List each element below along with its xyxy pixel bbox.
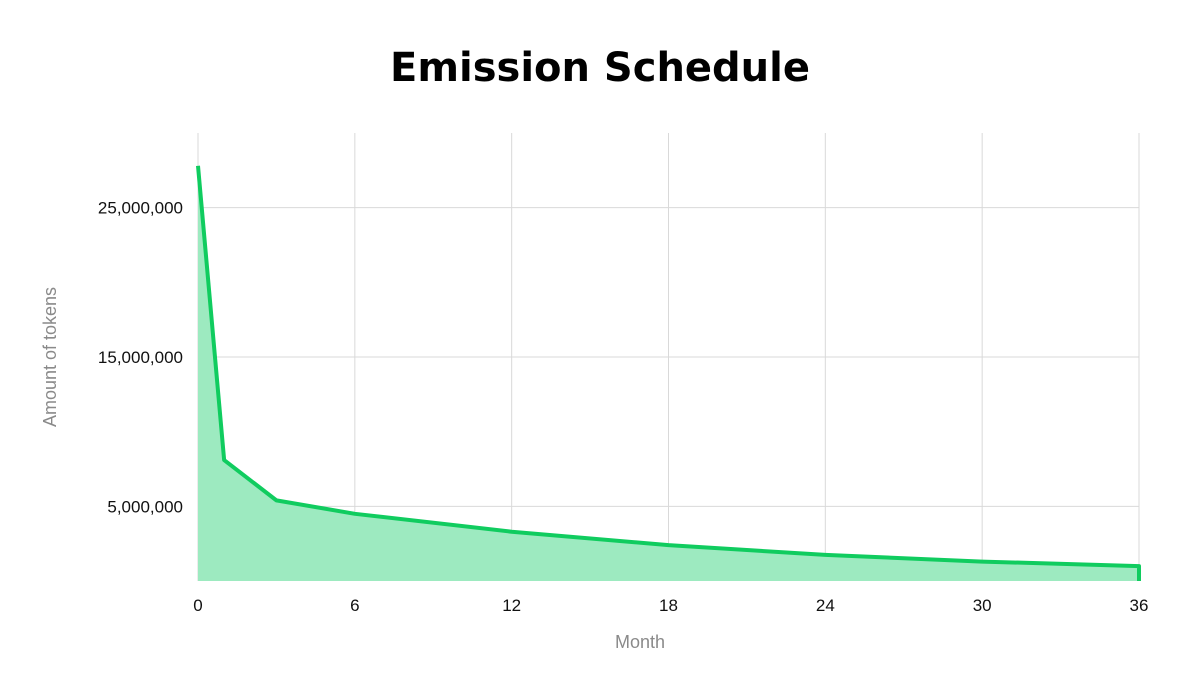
tick-labels: 0 6 12 18 24 30 36 25,000,000 15,000,000 5,000,00… [98, 199, 1149, 615]
series-line [196, 165, 1141, 581]
y-tick-label: 5,000,000 [107, 497, 183, 516]
x-tick-label: 0 [193, 596, 202, 615]
series-area-fill [198, 165, 1139, 581]
y-axis-label: Amount of tokens [40, 287, 60, 427]
area-layer [196, 165, 1141, 581]
x-tick-label: 18 [659, 596, 678, 615]
x-tick-label: 6 [350, 596, 359, 615]
x-tick-label: 12 [502, 596, 521, 615]
x-axis-label: Month [615, 632, 665, 652]
x-tick-label: 30 [973, 596, 992, 615]
x-tick-label: 24 [816, 596, 835, 615]
x-tick-label: 36 [1130, 596, 1149, 615]
y-tick-label: 15,000,000 [98, 348, 183, 367]
chart-title: Emission Schedule [390, 45, 810, 91]
chart-grid [197, 133, 1140, 581]
y-tick-label: 25,000,000 [98, 199, 183, 218]
